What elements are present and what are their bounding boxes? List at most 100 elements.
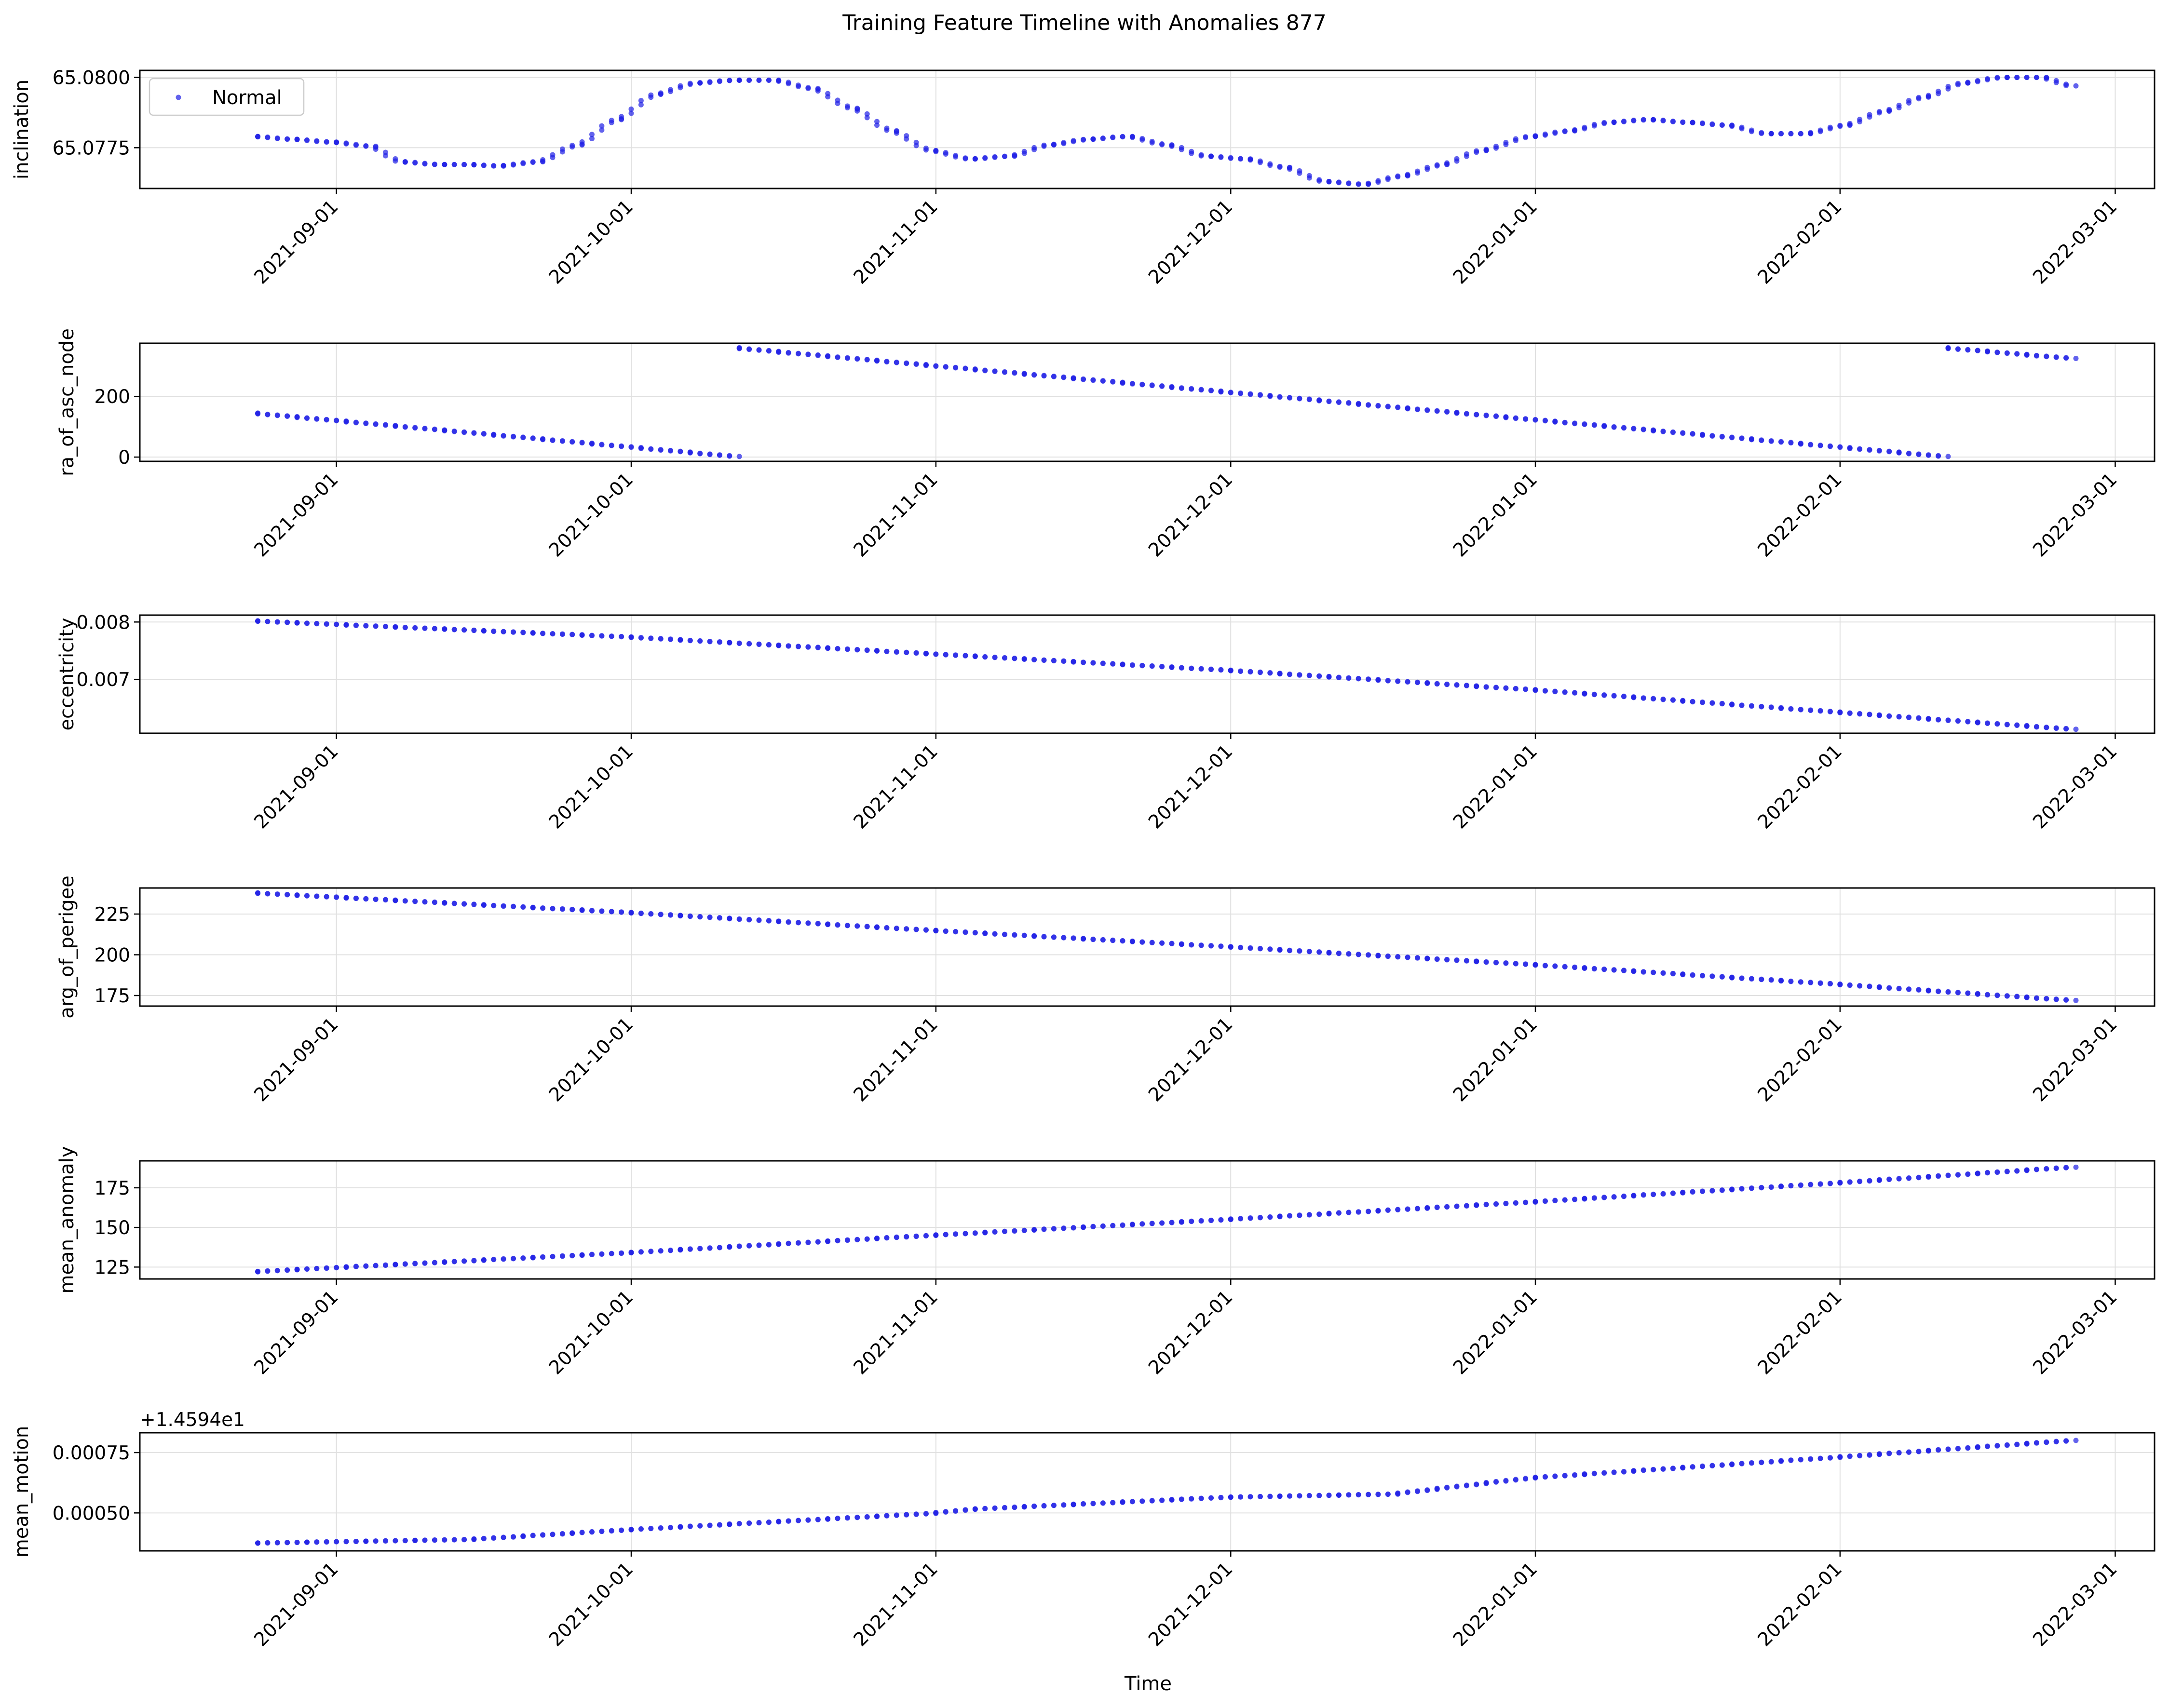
data-point: [1532, 1198, 1538, 1204]
data-point: [442, 428, 447, 434]
data-point: [1100, 1223, 1106, 1229]
data-point: [1474, 1202, 1479, 1208]
data-point: [1385, 1491, 1391, 1497]
data-point: [1513, 1477, 1518, 1482]
data-point: [854, 1514, 860, 1520]
data-point: [1267, 162, 1273, 168]
data-point: [1965, 1171, 1971, 1177]
data-point: [1395, 173, 1401, 179]
data-point: [540, 437, 546, 443]
data-point: [343, 141, 349, 147]
data-point: [678, 1247, 683, 1252]
data-point: [1611, 693, 1617, 699]
data-point: [884, 649, 890, 655]
data-point: [1287, 166, 1292, 172]
data-point: [1356, 952, 1361, 957]
data-point: [294, 415, 300, 420]
data-point: [776, 1241, 782, 1247]
data-point: [1415, 168, 1420, 174]
data-point: [1532, 133, 1538, 139]
data-point: [1621, 1193, 1627, 1199]
data-point: [1424, 681, 1430, 686]
data-point: [992, 1505, 998, 1511]
data-point: [1513, 136, 1518, 142]
data-point: [1798, 707, 1803, 713]
data-point: [1591, 422, 1597, 428]
data-point: [1955, 1446, 1961, 1452]
data-point: [1523, 961, 1529, 967]
legend: Normal: [149, 78, 305, 116]
data-point: [353, 896, 359, 901]
data-point: [786, 350, 791, 356]
data-point: [1611, 1469, 1617, 1475]
y-offset-text: +1.4594e1: [140, 1409, 245, 1431]
data-point: [619, 909, 624, 915]
data-point: [402, 1261, 408, 1267]
data-point: [2073, 1438, 2079, 1443]
data-point: [1867, 112, 1872, 118]
data-point: [1041, 658, 1047, 663]
data-point: [1670, 697, 1676, 703]
data-point: [1945, 1172, 1951, 1178]
data-point: [1444, 409, 1450, 415]
data-point: [992, 655, 998, 660]
data-point: [1749, 703, 1754, 709]
data-point: [1925, 716, 1931, 722]
data-point: [2004, 993, 2010, 999]
data-point: [1326, 674, 1332, 680]
data-point: [412, 425, 418, 431]
data-point: [1100, 1500, 1106, 1506]
data-point: [1857, 1178, 1863, 1184]
data-point: [1189, 666, 1194, 672]
data-point: [1415, 955, 1420, 961]
data-point: [894, 1512, 899, 1518]
data-point: [373, 147, 379, 152]
data-point: [1395, 1490, 1401, 1496]
data-point: [1474, 1481, 1479, 1487]
data-point: [2033, 995, 2039, 1001]
data-point: [776, 919, 782, 925]
data-point: [707, 915, 713, 920]
data-point: [884, 925, 890, 931]
data-point: [1218, 154, 1224, 160]
data-point: [2044, 354, 2049, 360]
data-point: [1306, 1212, 1312, 1218]
data-point: [1218, 943, 1224, 949]
data-point: [1306, 673, 1312, 678]
data-point: [1709, 433, 1715, 439]
data-point: [1247, 1215, 1253, 1221]
data-point: [1582, 421, 1587, 427]
data-point: [285, 1540, 290, 1546]
axes-frame: [139, 69, 2155, 189]
data-point: [1454, 957, 1460, 963]
data-point: [569, 1252, 575, 1258]
data-point: [1012, 370, 1017, 376]
data-point: [471, 901, 477, 907]
data-point: [1474, 148, 1479, 154]
data-point: [1857, 1452, 1863, 1458]
data-point: [1139, 1221, 1145, 1227]
data-point: [707, 452, 713, 457]
data-point: [727, 640, 732, 646]
data-point: [1444, 957, 1450, 963]
data-point: [1936, 1173, 1941, 1179]
data-point: [324, 621, 329, 627]
data-point: [481, 902, 487, 908]
data-point: [786, 1240, 791, 1246]
data-point: [815, 1517, 821, 1522]
data-point: [933, 651, 939, 657]
data-point: [1729, 1186, 1735, 1192]
data-point: [1768, 1459, 1774, 1465]
data-point: [1857, 983, 1863, 989]
data-point: [1690, 1464, 1695, 1469]
data-point: [1198, 153, 1204, 159]
data-point: [1189, 1496, 1194, 1502]
data-point: [1945, 718, 1951, 723]
data-point: [1385, 954, 1391, 959]
data-point: [1660, 118, 1666, 123]
data-point: [1945, 84, 1951, 89]
data-point: [1562, 689, 1568, 695]
data-point: [530, 1533, 536, 1538]
data-point: [461, 627, 467, 633]
data-point: [982, 1229, 988, 1235]
